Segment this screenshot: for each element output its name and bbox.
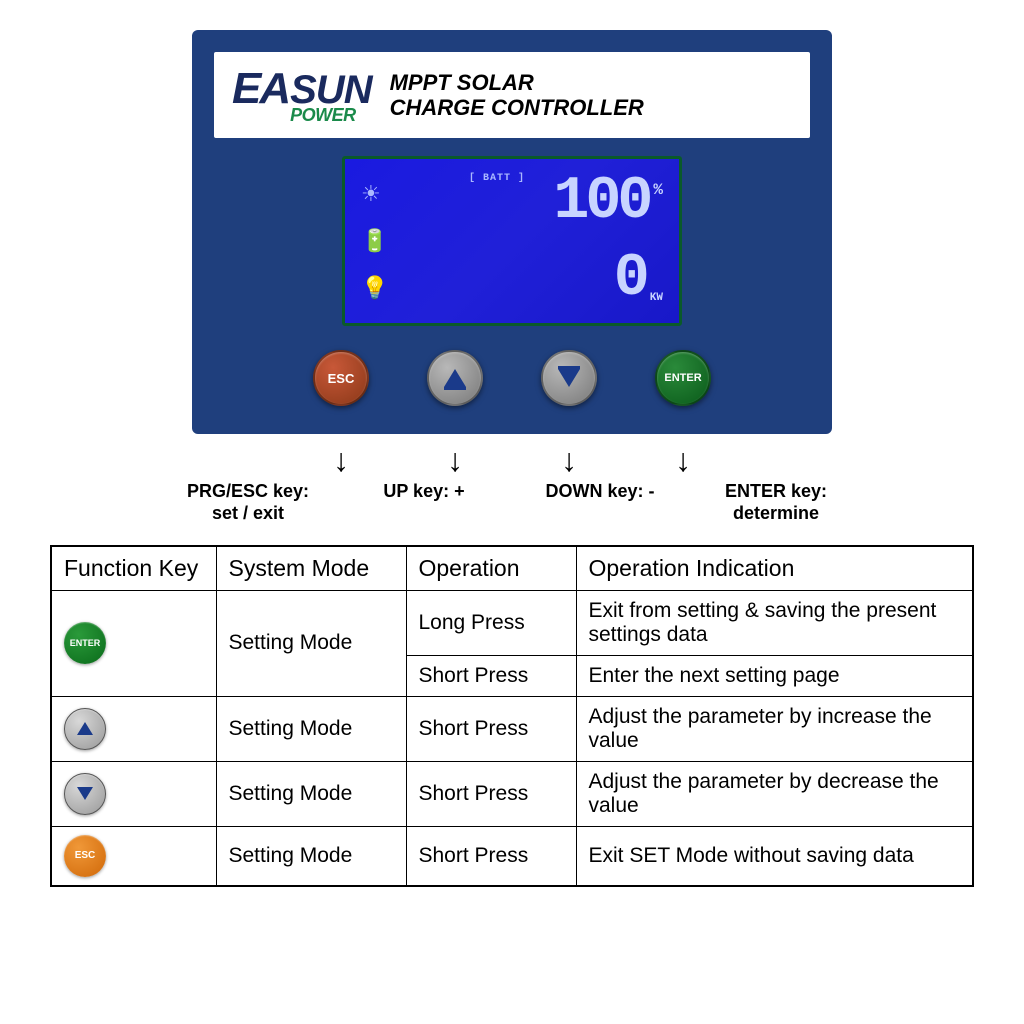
header-panel: EA SUN POWER MPPT SOLAR CHARGE CONTROLLE…	[214, 52, 810, 138]
esc-button[interactable]: ESC	[313, 350, 369, 406]
down-key-label: DOWN key: -	[525, 480, 675, 525]
up-button[interactable]	[427, 350, 483, 406]
product-line1: MPPT SOLAR	[390, 70, 644, 95]
device-panel: EA SUN POWER MPPT SOLAR CHARGE CONTROLLE…	[192, 30, 832, 434]
lcd-unit-top: %	[653, 181, 663, 199]
cell-mode: Setting Mode	[216, 696, 406, 761]
table-header-row: Function Key System Mode Operation Opera…	[51, 546, 973, 591]
label-text: UP key: +	[349, 480, 499, 503]
label-text: ENTER key:	[701, 480, 851, 503]
cell-fn-down	[51, 761, 216, 826]
arrow-down-icon: ↓	[541, 448, 597, 474]
triangle-up-icon	[77, 722, 93, 735]
table-row: ENTER Setting Mode Long Press Exit from …	[51, 590, 973, 655]
battery-icon: 🔋	[361, 228, 407, 254]
lcd-value-bottom: 0	[614, 254, 646, 305]
cell-desc: Adjust the parameter by decrease the val…	[576, 761, 973, 826]
cell-op: Short Press	[406, 655, 576, 696]
triangle-up-icon	[444, 369, 466, 387]
label-text: DOWN key: -	[525, 480, 675, 503]
triangle-down-icon	[558, 369, 580, 387]
lcd-screen: ☀ 🔋 💡 [ BATT ] 100 % 0 KW	[342, 156, 682, 326]
cell-op: Long Press	[406, 590, 576, 655]
esc-key-label: PRG/ESC key: set / exit	[173, 480, 323, 525]
cell-desc: Adjust the parameter by increase the val…	[576, 696, 973, 761]
sun-icon: ☀	[361, 181, 407, 207]
lcd-batt-label: [ BATT ]	[469, 173, 525, 184]
product-line2: CHARGE CONTROLLER	[390, 95, 644, 120]
cell-mode: Setting Mode	[216, 590, 406, 696]
table-row: Setting Mode Short Press Adjust the para…	[51, 761, 973, 826]
arrow-down-icon: ↓	[427, 448, 483, 474]
cell-mode: Setting Mode	[216, 826, 406, 886]
arrow-down-icon: ↓	[313, 448, 369, 474]
arrow-down-icon: ↓	[655, 448, 711, 474]
mini-enter-icon: ENTER	[64, 622, 106, 664]
hardware-buttons-row: ESC ENTER	[214, 344, 810, 414]
table-row: ESC Setting Mode Short Press Exit SET Mo…	[51, 826, 973, 886]
lcd-unit-bottom: KW	[650, 292, 663, 304]
mini-label: ENTER	[70, 638, 101, 648]
mini-up-icon	[64, 708, 106, 750]
cell-fn-enter: ENTER	[51, 590, 216, 696]
label-text: PRG/ESC key:	[173, 480, 323, 503]
lcd-icon-column: ☀ 🔋 💡	[361, 171, 407, 311]
cell-op: Short Press	[406, 761, 576, 826]
brand-logo: EA SUN POWER	[232, 64, 372, 126]
enter-button[interactable]: ENTER	[655, 350, 711, 406]
bulb-icon: 💡	[361, 275, 407, 301]
cell-desc: Exit SET Mode without saving data	[576, 826, 973, 886]
cell-op: Short Press	[406, 696, 576, 761]
mini-esc-icon: ESC	[64, 835, 106, 877]
th-operation-indication: Operation Indication	[576, 546, 973, 591]
mini-label: ESC	[75, 850, 96, 861]
logo-prefix: EA	[232, 64, 289, 114]
cell-fn-esc: ESC	[51, 826, 216, 886]
triangle-down-icon	[77, 787, 93, 800]
esc-button-label: ESC	[328, 371, 355, 386]
cell-fn-up	[51, 696, 216, 761]
label-sub: determine	[701, 502, 851, 525]
lcd-value-top: 100	[553, 177, 649, 228]
logo-right-stack: SUN POWER	[290, 68, 371, 126]
label-sub: set / exit	[173, 502, 323, 525]
mini-down-icon	[64, 773, 106, 815]
enter-key-label: ENTER key: determine	[701, 480, 851, 525]
cell-desc: Enter the next setting page	[576, 655, 973, 696]
product-title: MPPT SOLAR CHARGE CONTROLLER	[390, 70, 644, 121]
up-key-label: UP key: +	[349, 480, 499, 525]
cell-desc: Exit from setting & saving the present s…	[576, 590, 973, 655]
lcd-wrap: ☀ 🔋 💡 [ BATT ] 100 % 0 KW	[214, 156, 810, 326]
cell-op: Short Press	[406, 826, 576, 886]
logo-sub: POWER	[290, 105, 356, 126]
lcd-readouts: 100 % 0 KW	[553, 177, 663, 305]
lcd-center: [ BATT ] 100 % 0 KW	[419, 171, 663, 311]
table-row: Setting Mode Short Press Adjust the para…	[51, 696, 973, 761]
th-function-key: Function Key	[51, 546, 216, 591]
down-button[interactable]	[541, 350, 597, 406]
lcd-top-row: 100 %	[553, 177, 663, 228]
enter-button-label: ENTER	[664, 372, 701, 384]
th-system-mode: System Mode	[216, 546, 406, 591]
lcd-bottom-row: 0 KW	[614, 254, 663, 305]
cell-mode: Setting Mode	[216, 761, 406, 826]
th-operation: Operation	[406, 546, 576, 591]
reference-table: Function Key System Mode Operation Opera…	[50, 545, 974, 887]
key-labels-row: PRG/ESC key: set / exit UP key: + DOWN k…	[162, 480, 862, 525]
arrow-indicators-row: ↓ ↓ ↓ ↓	[192, 448, 832, 474]
